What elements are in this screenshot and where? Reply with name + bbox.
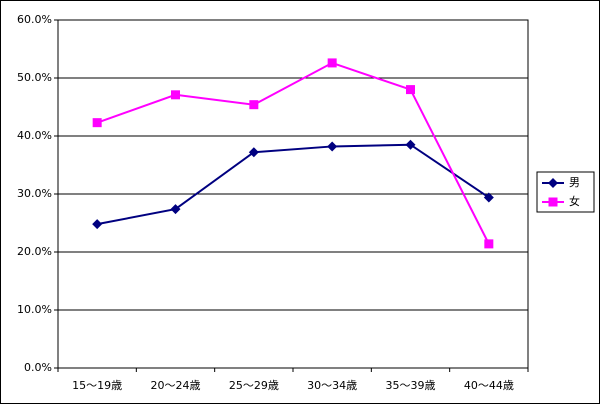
legend-label: 女: [569, 194, 580, 208]
y-tick-label: 0.0%: [24, 361, 52, 374]
y-tick-label: 40.0%: [17, 129, 52, 142]
data-point: [483, 192, 494, 203]
series-line: [96, 61, 490, 245]
y-tick-label: 20.0%: [17, 245, 52, 258]
y-tick-label: 10.0%: [17, 303, 52, 316]
x-tick-label: 25〜29歳: [229, 379, 279, 392]
data-point: [92, 118, 102, 128]
x-tick-label: 15〜19歳: [72, 379, 122, 392]
data-point: [248, 147, 259, 158]
data-point: [92, 219, 103, 230]
x-tick-label: 30〜34歳: [307, 379, 357, 392]
data-point: [484, 239, 494, 249]
data-point: [327, 58, 337, 68]
x-tick-label: 35〜39歳: [386, 379, 436, 392]
legend-marker: [548, 178, 558, 188]
data-point: [405, 139, 416, 150]
y-tick-label: 30.0%: [17, 187, 52, 200]
y-tick-label: 60.0%: [17, 13, 52, 26]
data-point: [170, 204, 181, 215]
x-tick-label: 20〜24歳: [151, 379, 201, 392]
legend-label: 男: [569, 176, 580, 189]
legend-box: [536, 171, 595, 213]
data-point: [249, 100, 259, 110]
x-tick-label: 40〜44歳: [464, 379, 514, 392]
y-tick-label: 50.0%: [17, 71, 52, 84]
data-point: [327, 141, 338, 152]
series-line: [96, 143, 490, 226]
data-point: [406, 85, 415, 95]
data-point: [171, 90, 180, 100]
legend-marker: [548, 197, 558, 207]
